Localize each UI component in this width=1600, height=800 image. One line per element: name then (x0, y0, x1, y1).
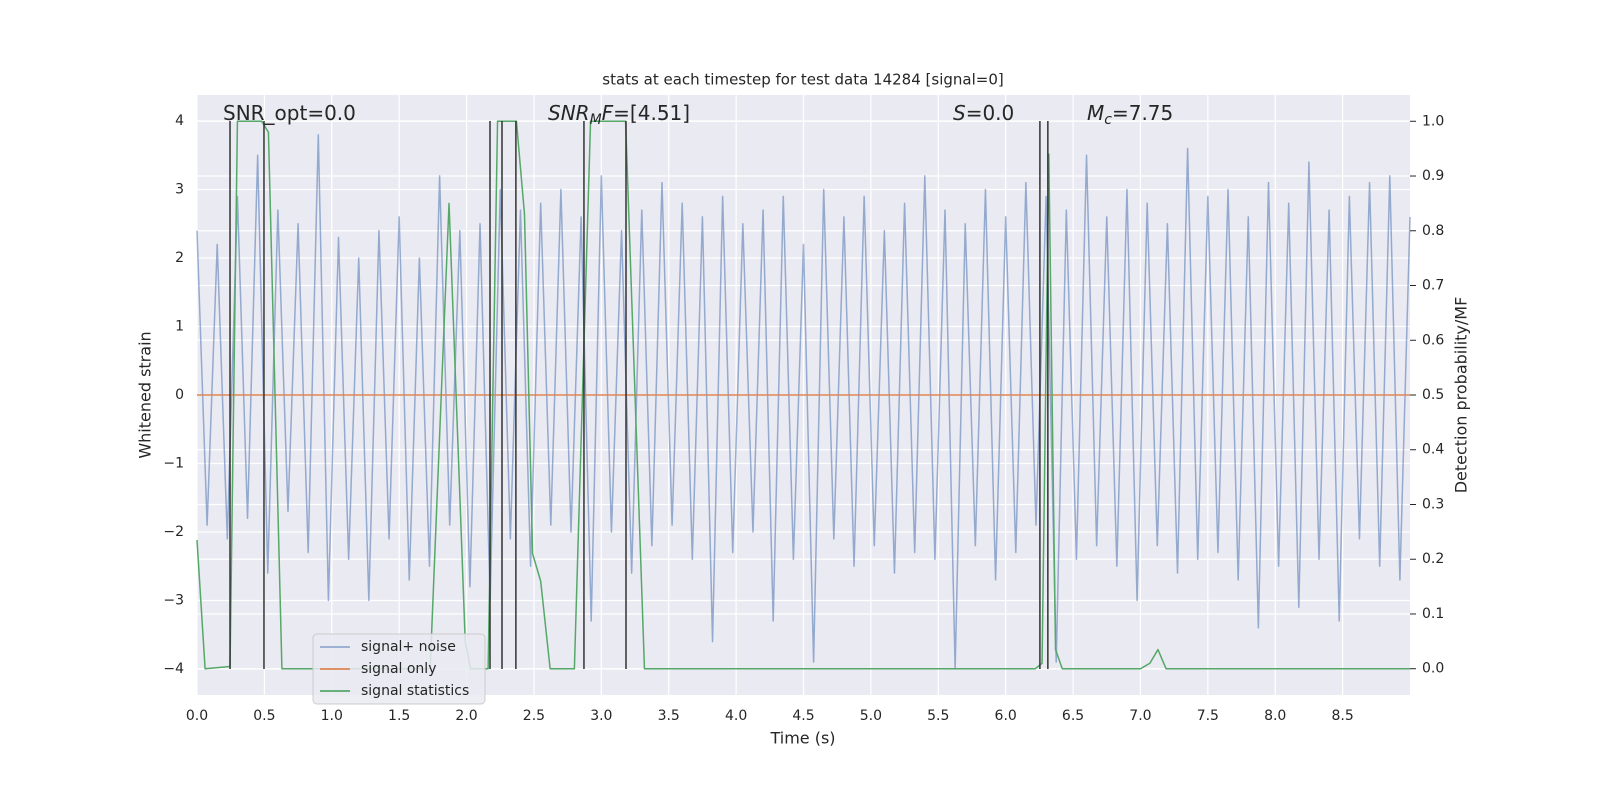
annotation-part: c (1104, 112, 1112, 128)
x-tick-label: 6.5 (1062, 708, 1084, 724)
x-tick-label: 1.0 (321, 708, 343, 724)
annotation: SNR_opt=0.0 (223, 101, 356, 125)
y-tick-label: −2 (163, 524, 184, 540)
y2-axis-label: Detection probability/MF (1452, 297, 1471, 494)
x-tick-label: 7.0 (1129, 708, 1151, 724)
y-tick-label: 1 (175, 319, 184, 335)
x-tick-label: 6.0 (995, 708, 1017, 724)
y2-tick-label: 0.8 (1422, 223, 1444, 239)
y2-tick-label: 0.1 (1422, 606, 1444, 622)
x-tick-label: 7.5 (1197, 708, 1219, 724)
legend: signal+ noise signal only signal statistic… (312, 633, 486, 705)
x-tick-label: 4.0 (725, 708, 747, 724)
y2-tick-label: 0.2 (1422, 551, 1444, 567)
annotation: Mc=7.75 (1087, 101, 1173, 129)
y2-tick-label: 1.0 (1422, 113, 1444, 129)
x-axis-label: Time (s) (769, 729, 835, 748)
y2-tick-label: 0.4 (1422, 442, 1444, 458)
annotation-part: SNR (548, 101, 590, 125)
x-tick-label: 3.0 (590, 708, 612, 724)
y2-tick-label: 0.0 (1422, 661, 1444, 677)
x-tick-label: 8.0 (1264, 708, 1286, 724)
annotation-part: M (590, 112, 602, 128)
y2-tick-label: 0.7 (1422, 278, 1444, 294)
y2-tick-label: 0.5 (1422, 387, 1444, 403)
legend-label: signal+ noise (361, 639, 456, 655)
x-tick-label: 2.0 (455, 708, 477, 724)
y-tick-label: 3 (175, 182, 184, 198)
x-tick-label: 8.5 (1331, 708, 1353, 724)
annotation-part: S (953, 101, 966, 125)
legend-box (312, 633, 486, 705)
x-tick-label: 0.0 (186, 708, 208, 724)
annotation-part: =7.75 (1112, 101, 1173, 125)
y-tick-label: 2 (175, 250, 184, 266)
y2-tick-label: 0.9 (1422, 168, 1444, 184)
y-tick-label: 4 (175, 113, 184, 129)
series-line (196, 120, 1410, 670)
x-tick-label: 4.5 (792, 708, 814, 724)
annotation-part: SNR_opt=0.0 (223, 101, 356, 125)
y-tick-label: −4 (163, 661, 184, 677)
x-tick-label: 1.5 (388, 708, 410, 724)
y-axis-label: Whitened strain (136, 331, 155, 458)
y-tick-label: 0 (175, 387, 184, 403)
y-tick-label: −3 (163, 592, 184, 608)
x-tick-label: 0.5 (253, 708, 275, 724)
series-line (196, 133, 1411, 670)
y-tick-label: −1 (163, 455, 184, 471)
legend-label: signal statistics (361, 683, 469, 699)
annotation-part: F (602, 101, 614, 125)
annotation: S=0.0 (953, 101, 1014, 125)
y2-tick-label: 0.3 (1422, 496, 1444, 512)
x-tick-label: 3.5 (658, 708, 680, 724)
legend-label: signal only (361, 661, 436, 677)
chart-title: stats at each timestep for test data 142… (602, 71, 1003, 89)
x-tick-label: 5.0 (860, 708, 882, 724)
annotation-part: M (1087, 101, 1104, 125)
x-tick-label: 5.5 (927, 708, 949, 724)
annotation-part: =[4.51] (613, 101, 690, 125)
y2-tick-label: 0.6 (1422, 332, 1444, 348)
annotation: SNRMF=[4.51] (548, 101, 690, 129)
x-tick-label: 2.5 (523, 708, 545, 724)
annotation-part: =0.0 (966, 101, 1015, 125)
